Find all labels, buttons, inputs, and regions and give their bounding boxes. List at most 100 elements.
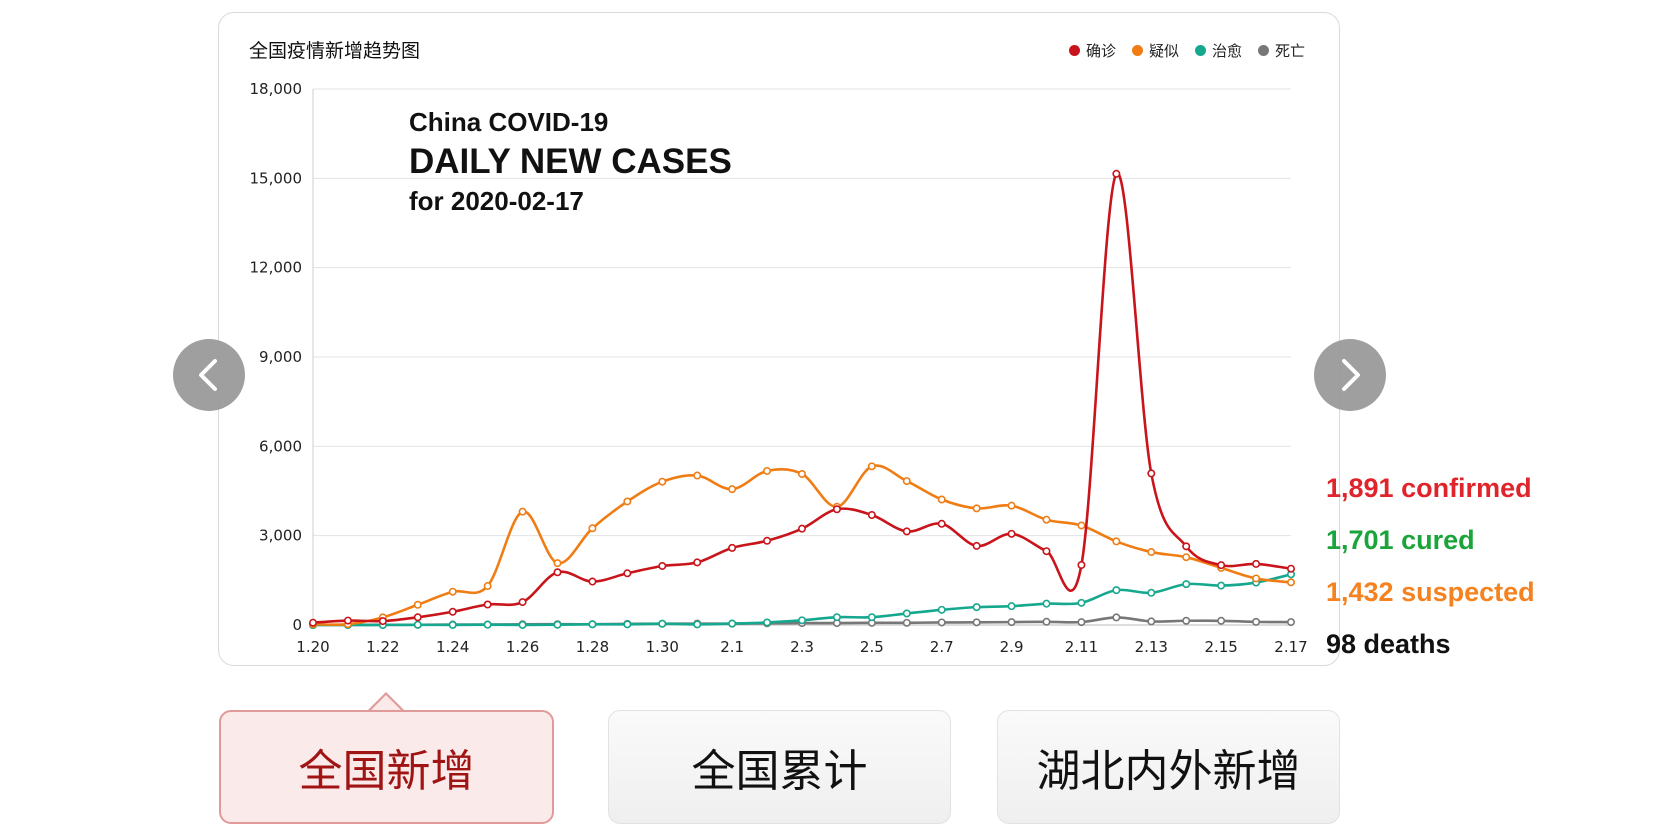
data-point-cured <box>553 620 562 629</box>
overlay-line-3: for 2020-02-17 <box>409 186 584 217</box>
x-tick-label: 1.24 <box>436 638 469 656</box>
y-tick-label: 0 <box>292 616 302 634</box>
data-point-cured <box>658 619 667 628</box>
series-line-suspected <box>312 464 1292 627</box>
data-point-cured <box>1217 581 1226 590</box>
legend-item-cured[interactable]: 治愈 <box>1194 40 1242 61</box>
data-point-confirmed <box>413 613 422 622</box>
x-tick-label: 2.11 <box>1065 638 1098 656</box>
legend-item-deaths[interactable]: 死亡 <box>1257 40 1305 61</box>
x-tick-label: 2.1 <box>720 638 744 656</box>
data-point-suspected <box>763 466 772 475</box>
x-tick-label: 1.26 <box>506 638 539 656</box>
carousel-prev-button[interactable] <box>173 339 245 411</box>
data-point-deaths <box>1042 617 1051 626</box>
y-tick-label: 18,000 <box>250 80 303 98</box>
data-point-confirmed <box>448 607 457 616</box>
data-point-suspected <box>1077 521 1086 530</box>
data-point-suspected <box>588 524 597 533</box>
x-tick-label: 2.9 <box>1000 638 1024 656</box>
legend-dot-deaths <box>1257 45 1269 56</box>
data-point-deaths <box>1217 616 1226 625</box>
data-point-suspected <box>1287 578 1296 587</box>
y-tick-label: 12,000 <box>250 259 303 277</box>
x-tick-label: 1.20 <box>296 638 329 656</box>
y-tick-label: 9,000 <box>259 348 302 366</box>
data-point-confirmed <box>1182 542 1191 551</box>
data-point-confirmed <box>763 536 772 545</box>
data-point-confirmed <box>1252 559 1261 568</box>
summary-confirmed: 1,891 confirmed <box>1326 473 1532 503</box>
data-point-suspected <box>483 582 492 591</box>
data-point-cured <box>518 620 527 629</box>
data-point-suspected <box>902 477 911 486</box>
x-tick-label: 1.22 <box>366 638 399 656</box>
data-point-confirmed <box>1077 560 1086 569</box>
data-point-confirmed <box>693 558 702 567</box>
data-point-cured <box>937 605 946 614</box>
data-point-suspected <box>658 477 667 486</box>
legend-label-suspected: 疑似 <box>1148 42 1179 60</box>
data-point-confirmed <box>378 617 387 626</box>
data-point-confirmed <box>588 577 597 586</box>
data-point-confirmed <box>1147 469 1156 478</box>
data-point-cured <box>1112 586 1121 595</box>
x-tick-label: 2.15 <box>1204 638 1237 656</box>
data-point-confirmed <box>1217 561 1226 570</box>
legend-item-confirmed[interactable]: 确诊 <box>1068 40 1116 61</box>
active-tab-pointer-fill <box>368 695 404 713</box>
data-point-confirmed <box>518 598 527 607</box>
data-point-suspected <box>693 471 702 480</box>
data-point-cured <box>1182 580 1191 589</box>
tab-national-cumulative[interactable]: 全国累计 <box>608 710 951 824</box>
data-point-cured <box>448 620 457 629</box>
chart-card <box>218 12 1340 666</box>
data-point-cured <box>832 613 841 622</box>
x-tick-label: 2.5 <box>860 638 884 656</box>
data-point-suspected <box>413 600 422 609</box>
data-point-cured <box>483 620 492 629</box>
tab-national-new[interactable]: 全国新增 <box>219 710 554 824</box>
data-point-suspected <box>1112 537 1121 546</box>
data-point-cured <box>867 613 876 622</box>
data-point-confirmed <box>343 616 352 625</box>
chart-legend: 确诊 疑似 治愈 死亡 <box>1068 40 1305 61</box>
data-point-confirmed <box>483 600 492 609</box>
data-point-confirmed <box>867 511 876 520</box>
legend-dot-cured <box>1194 45 1206 56</box>
legend-dot-confirmed <box>1068 45 1080 56</box>
data-point-suspected <box>937 495 946 504</box>
legend-item-suspected[interactable]: 疑似 <box>1131 40 1179 61</box>
data-point-deaths <box>972 618 981 627</box>
data-point-suspected <box>448 587 457 596</box>
data-point-deaths <box>1147 617 1156 626</box>
data-point-suspected <box>1042 515 1051 524</box>
data-point-suspected <box>728 485 737 494</box>
data-point-cured <box>588 620 597 629</box>
carousel-next-button[interactable] <box>1314 339 1386 411</box>
data-point-deaths <box>1112 613 1121 622</box>
x-tick-label: 2.7 <box>930 638 954 656</box>
x-tick-label: 2.17 <box>1274 638 1307 656</box>
x-tick-label: 1.30 <box>646 638 679 656</box>
chevron-right-icon <box>1342 359 1360 391</box>
chart-overlay-caption: China COVID-19 DAILY NEW CASES for 2020-… <box>409 108 732 216</box>
legend-label-cured: 治愈 <box>1211 42 1242 60</box>
data-point-cured <box>972 603 981 612</box>
data-point-confirmed <box>1042 547 1051 556</box>
data-point-confirmed <box>937 519 946 528</box>
overlay-line-1: China COVID-19 <box>409 107 609 137</box>
data-point-confirmed <box>1112 169 1121 178</box>
legend-dot-suspected <box>1131 45 1143 56</box>
summary-cured: 1,701 cured <box>1326 525 1475 555</box>
data-point-suspected <box>518 507 527 516</box>
data-point-cured <box>623 620 632 629</box>
tab-hubei-inside-outside-new[interactable]: 湖北内外新增 <box>997 710 1340 824</box>
data-point-suspected <box>553 559 562 568</box>
data-point-cured <box>1042 599 1051 608</box>
data-point-cured <box>763 618 772 627</box>
data-point-suspected <box>1182 553 1191 562</box>
data-point-cured <box>797 616 806 625</box>
data-point-suspected <box>623 497 632 506</box>
y-tick-label: 3,000 <box>259 527 302 545</box>
